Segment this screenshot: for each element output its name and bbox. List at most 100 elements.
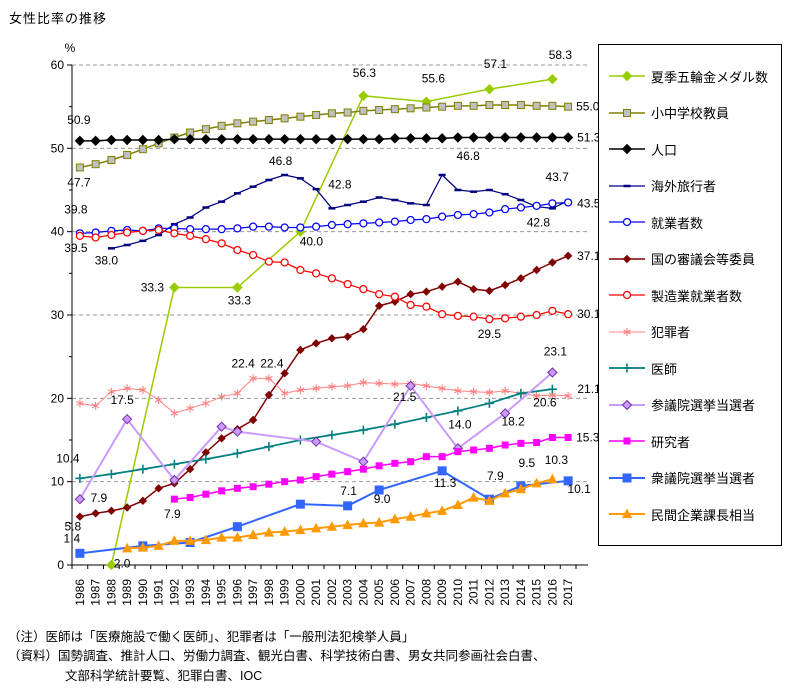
- svg-text:2017: 2017: [561, 579, 575, 606]
- svg-text:2016: 2016: [545, 579, 559, 606]
- svg-text:37.1: 37.1: [577, 249, 600, 263]
- svg-text:39.8: 39.8: [64, 202, 88, 216]
- svg-text:2008: 2008: [419, 579, 433, 606]
- series: [107, 173, 572, 250]
- legend-item: 民間企業課長相当: [607, 505, 779, 524]
- svg-text:40.0: 40.0: [300, 235, 324, 249]
- note-line-3: 文部科学統計要覧、犯罪白書、IOC: [65, 668, 263, 683]
- svg-text:42.8: 42.8: [328, 177, 352, 191]
- svg-text:10.4: 10.4: [56, 451, 80, 465]
- svg-text:2004: 2004: [356, 579, 370, 606]
- svg-text:42.8: 42.8: [527, 215, 551, 229]
- legend-marker-square-icon: [609, 108, 645, 117]
- svg-text:50.9: 50.9: [67, 113, 91, 127]
- svg-text:1987: 1987: [89, 579, 103, 606]
- legend-label: 国の審議会等委員: [651, 252, 756, 267]
- svg-text:17.5: 17.5: [110, 393, 134, 407]
- svg-text:1999: 1999: [278, 579, 292, 606]
- series: [74, 367, 558, 505]
- legend-marker-square-icon: [609, 437, 645, 445]
- svg-text:7.9: 7.9: [164, 507, 181, 521]
- svg-text:30.1: 30.1: [577, 307, 600, 321]
- series: [122, 473, 558, 553]
- svg-text:1991: 1991: [152, 579, 166, 606]
- svg-text:20: 20: [51, 391, 65, 405]
- svg-text:46.8: 46.8: [456, 149, 480, 163]
- svg-text:1998: 1998: [262, 579, 276, 606]
- legend-marker-plus-icon: [609, 363, 645, 373]
- chart-plot-area: 0 10 20 30 40 50 60% 1986 1987 1988 1989 1990 1991 19…: [0, 30, 601, 630]
- legend-label: 民間企業課長相当: [651, 507, 756, 523]
- svg-text:1986: 1986: [73, 579, 87, 606]
- svg-text:1997: 1997: [246, 579, 260, 606]
- svg-text:7.9: 7.9: [91, 491, 108, 505]
- svg-text:1988: 1988: [104, 579, 118, 606]
- legend-item: 犯罪者: [607, 322, 779, 341]
- svg-text:33.3: 33.3: [141, 281, 165, 295]
- svg-text:2013: 2013: [498, 579, 512, 606]
- svg-text:9.0: 9.0: [374, 492, 391, 506]
- svg-text:10.1: 10.1: [567, 482, 591, 496]
- svg-text:1995: 1995: [215, 579, 229, 606]
- legend-label: 海外旅行者: [651, 179, 717, 194]
- legend-marker-asterisk-icon: [609, 327, 645, 336]
- legend-item: 国の審議会等委員: [607, 249, 779, 268]
- svg-text:30: 30: [51, 308, 65, 322]
- svg-text:55.0: 55.0: [576, 100, 600, 114]
- svg-text:10.3: 10.3: [545, 453, 569, 467]
- legend-marker-dash-icon: [609, 184, 645, 187]
- series: [76, 374, 572, 418]
- series: [75, 225, 573, 324]
- legend-marker-diamond-icon: [609, 143, 645, 155]
- svg-text:10: 10: [51, 475, 65, 489]
- svg-text:21.1: 21.1: [577, 382, 600, 396]
- data-labels: 50.9 47.7 39.8 39.5 38.0 33.3 33.3 2.0 40.0 56.3 5…: [56, 48, 601, 570]
- svg-text:58.3: 58.3: [549, 48, 573, 62]
- legend-marker-square-icon: [609, 473, 645, 482]
- legend-item: 研究者: [607, 432, 779, 451]
- svg-text:7.1: 7.1: [340, 484, 357, 498]
- legend-label: 医師: [651, 361, 678, 377]
- legend-item: 人口: [607, 140, 779, 159]
- chart-title: 女性比率の推移: [9, 11, 108, 26]
- svg-text:2014: 2014: [514, 579, 528, 606]
- svg-text:2002: 2002: [325, 579, 339, 606]
- legend-item: 小中学校教員: [607, 103, 779, 122]
- svg-text:0: 0: [57, 558, 64, 572]
- svg-text:56.3: 56.3: [353, 66, 377, 80]
- legend-label: 小中学校教員: [651, 106, 730, 121]
- legend-label: 参議院選挙当選者: [651, 398, 756, 413]
- legend-marker-triangle-icon: [609, 508, 645, 519]
- y-axis: 0 10 20 30 40 50 60%: [51, 41, 76, 572]
- legend-item: 参議院選挙当選者: [607, 395, 779, 414]
- legend-label: 衆議院選挙当選者: [651, 471, 756, 486]
- svg-text:18.2: 18.2: [501, 414, 525, 428]
- svg-text:1.4: 1.4: [64, 531, 81, 545]
- svg-text:11.3: 11.3: [434, 476, 457, 490]
- svg-text:23.1: 23.1: [544, 345, 568, 359]
- svg-text:1994: 1994: [199, 579, 213, 606]
- svg-text:14.0: 14.0: [448, 417, 472, 431]
- svg-text:2012: 2012: [482, 579, 496, 606]
- svg-text:2011: 2011: [467, 579, 481, 605]
- svg-text:51.3: 51.3: [577, 131, 600, 145]
- svg-text:2010: 2010: [451, 579, 465, 606]
- legend-item: 夏季五輪金メダル数: [607, 67, 779, 86]
- series: [74, 132, 574, 147]
- svg-text:15.3: 15.3: [576, 431, 600, 445]
- svg-text:2000: 2000: [293, 579, 307, 606]
- svg-text:5.8: 5.8: [65, 520, 82, 534]
- svg-text:1996: 1996: [230, 579, 244, 606]
- series: [75, 198, 573, 238]
- chart-notes: （注）医師は「医療施設で働く医師」、犯罪者は「一般刑法犯検挙人員」 （資料）国勢…: [8, 628, 546, 686]
- svg-text:9.5: 9.5: [519, 456, 536, 470]
- legend-item: 海外旅行者: [607, 176, 779, 195]
- legend-item: 製造業就業者数: [607, 286, 779, 305]
- note-line-1: （注）医師は「医療施設で働く医師」、犯罪者は「一般刑法犯検挙人員」: [8, 630, 415, 644]
- svg-text:2.0: 2.0: [114, 556, 131, 570]
- svg-text:21.5: 21.5: [393, 390, 417, 404]
- legend-label: 就業者数: [651, 215, 704, 231]
- svg-text:29.5: 29.5: [478, 327, 502, 341]
- svg-text:1990: 1990: [136, 579, 150, 606]
